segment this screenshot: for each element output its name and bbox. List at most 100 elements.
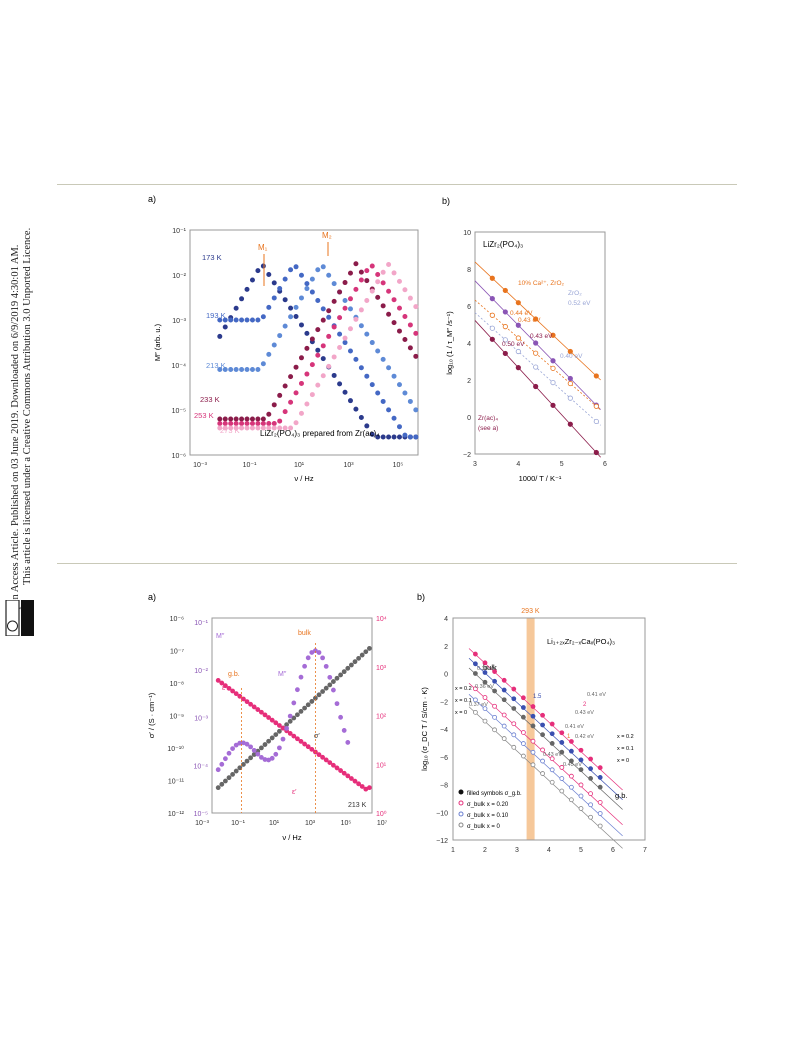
sigma-point [348, 662, 354, 668]
data-point [347, 270, 353, 276]
mpp-point [327, 674, 333, 680]
data-point [233, 425, 239, 431]
energy-label: 0.43 eV [575, 710, 594, 716]
panel-label: a) [148, 194, 156, 204]
mpp-point [291, 700, 297, 706]
sigma-point [230, 771, 235, 777]
data-point [342, 305, 348, 311]
x-tick: 10⁻¹ [231, 820, 245, 827]
data-point [244, 286, 250, 292]
data-point [364, 268, 370, 274]
sigma-point [273, 732, 279, 738]
legend-marker [458, 789, 464, 795]
data-point [288, 374, 294, 380]
plot-label: σ′ [314, 733, 320, 740]
data-point [386, 434, 392, 440]
data-point [413, 434, 419, 440]
data-point [413, 353, 419, 359]
data-point [396, 305, 402, 311]
energy-label: 0.41 eV [565, 724, 584, 730]
panel-label: b) [417, 592, 425, 602]
epsilon-point [276, 723, 282, 728]
data-point [233, 366, 239, 372]
data-point [391, 297, 397, 303]
data-point [501, 736, 507, 741]
data-point [502, 350, 508, 357]
data-point [255, 420, 261, 426]
sigma-point [359, 652, 365, 658]
data-point [320, 264, 326, 270]
x-tick: 10⁻¹ [243, 462, 257, 469]
data-point [511, 696, 517, 702]
data-point [222, 420, 228, 426]
data-point [492, 727, 497, 733]
x-tick: 10¹ [269, 820, 280, 827]
y-tick: 10⁻⁵ [172, 408, 186, 415]
data-point [489, 325, 495, 331]
sigma-point [294, 712, 300, 718]
y-tick-right: 10³ [376, 665, 387, 672]
x-tick: 10⁻³ [195, 820, 209, 827]
curve-label: 233 K [200, 395, 220, 404]
data-point [249, 277, 255, 283]
data-point [320, 356, 326, 362]
data-point [521, 714, 526, 720]
mpp-point [251, 748, 257, 753]
data-point [239, 425, 245, 431]
data-point [358, 365, 364, 371]
data-point [588, 791, 594, 797]
data-point [217, 333, 223, 339]
x-tick: 5 [579, 847, 583, 854]
data-point [588, 775, 594, 781]
data-point [266, 411, 272, 417]
data-point [337, 345, 343, 351]
data-point [277, 425, 283, 431]
y-tick: 10 [463, 230, 471, 237]
data-point [244, 317, 250, 323]
annotation: 0.50 eV [502, 341, 525, 348]
data-point [407, 398, 413, 404]
data-point [304, 401, 310, 407]
data-point [407, 434, 413, 440]
top-panel-b: b) 10 8 6 4 2 0 −23 4 5 6 1000/ T / K⁻¹ log₁₀ (1 / τ… [442, 196, 607, 483]
compound-label: Li₁₊₂ₓZr₂₋ₓCaₓ(PO₄)₃ [547, 637, 615, 646]
x-label-right: x = 0 [617, 758, 629, 764]
data-point [315, 267, 321, 273]
sigma-point [298, 709, 304, 714]
x-tick: 7 [643, 847, 647, 854]
epsilon-point [223, 683, 228, 689]
x-axis-label: ν / Hz [294, 474, 313, 483]
data-point [386, 407, 392, 413]
y-tick-left: 10⁻⁹ [170, 714, 184, 721]
data-point [489, 312, 495, 318]
y-tick: 6 [467, 304, 471, 311]
data-point [364, 423, 370, 429]
data-point [239, 317, 245, 323]
data-point [298, 380, 304, 386]
data-point [402, 390, 408, 396]
data-point [255, 317, 261, 323]
data-point [568, 773, 574, 779]
y-tick-right: 10⁰ [376, 810, 387, 818]
data-point [521, 741, 526, 746]
data-point [309, 336, 315, 342]
data-point [364, 331, 370, 337]
epsilon-point [287, 731, 293, 736]
sigma-point [276, 728, 282, 734]
data-point [282, 425, 288, 431]
y-tick-left: 10⁻⁸ [170, 681, 184, 688]
plot-frame [474, 231, 606, 455]
data-point [320, 373, 326, 379]
data-point [473, 709, 478, 715]
data-point [588, 814, 594, 820]
data-point [593, 403, 599, 409]
mpp-point [302, 663, 308, 669]
data-point [347, 398, 353, 404]
sigma-point [323, 685, 329, 691]
data-point [255, 268, 261, 274]
data-point [521, 695, 526, 701]
x-tick: 6 [603, 461, 607, 468]
fit-line [474, 261, 601, 381]
epsilon-point [298, 738, 304, 744]
x-tick: 4 [547, 847, 551, 854]
